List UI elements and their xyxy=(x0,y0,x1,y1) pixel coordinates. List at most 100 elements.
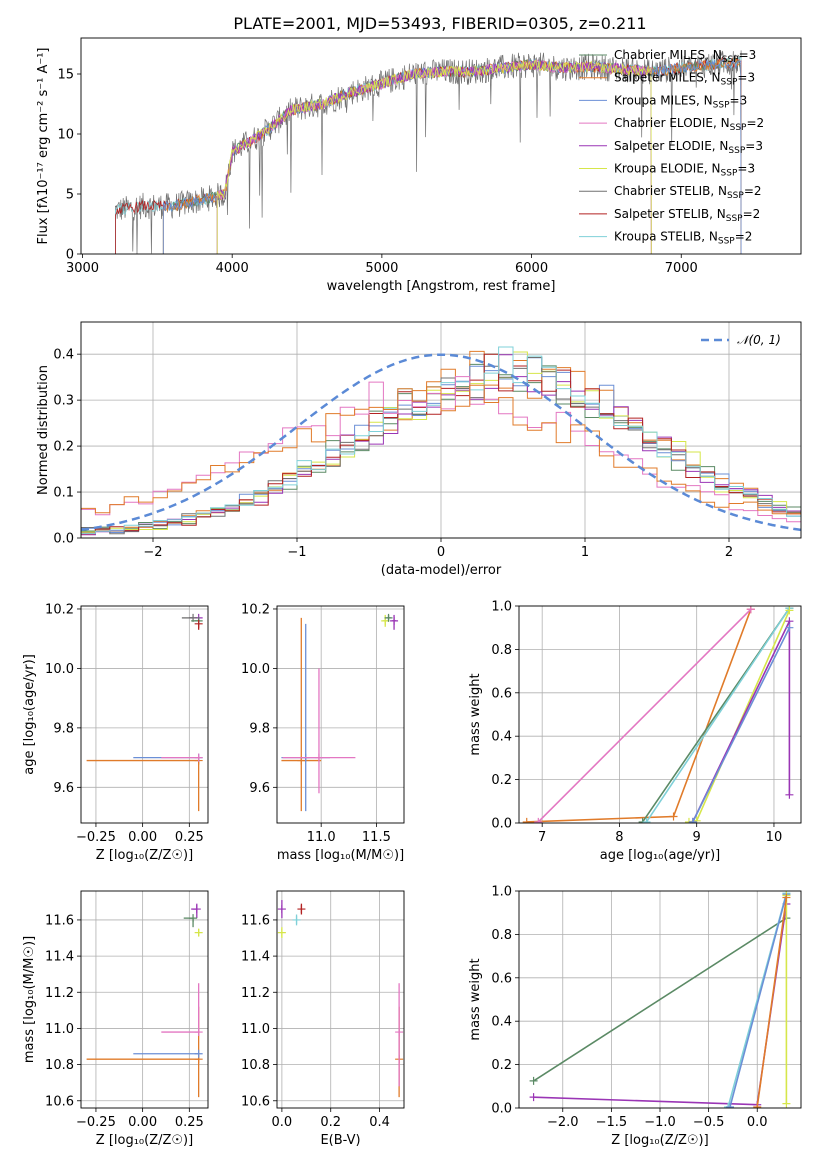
y-tick-label: 9.8 xyxy=(249,721,270,736)
y-tick-label: 0.4 xyxy=(491,1015,512,1030)
mass_vs_Z-frame xyxy=(80,890,209,1109)
y-axis-label: mass [log₁₀(M/M☉)] xyxy=(22,936,37,1063)
weight-line-kroupa_miles xyxy=(729,894,788,1108)
weight_vs_Z-plot-area xyxy=(529,891,791,1108)
residual_hist-panel: −2 −1 0 1 2 0.0 0.1 0.2 0.3 0.4 (data-model)/error… xyxy=(36,321,802,578)
weight-marker-kroupa_elodie xyxy=(785,606,794,615)
normal-curve xyxy=(81,353,801,532)
weight-line-salpeter_miles xyxy=(756,897,788,1108)
y-tick-label: 11.2 xyxy=(45,986,74,1001)
y-axis-label: mass weight xyxy=(468,673,483,755)
x-tick-label: 2 xyxy=(725,545,733,560)
y-tick-label: 0.0 xyxy=(53,532,74,547)
x-tick-label: 0.0 xyxy=(747,1115,768,1130)
y-tick-label: 10.0 xyxy=(241,662,270,677)
weight-marker-kroupa_miles xyxy=(785,623,794,632)
age_vs_mass-panel: 11.0 11.5 9.6 9.8 10.0 10.2 mass [log₁₀(M/M☉)] xyxy=(241,602,405,863)
spectrum-salpeter_stelib xyxy=(115,56,742,254)
spectrum-kroupa_stelib xyxy=(115,56,742,254)
residual_hist-plot-area xyxy=(81,346,801,538)
weight-marker-kroupa_miles xyxy=(726,1102,735,1108)
legend-label-normal: 𝒩(0, 1) xyxy=(737,333,781,347)
y-tick-label: 0.6 xyxy=(491,686,512,701)
legend-label-salpeter_stelib: Salpeter STELIB, NSSP=2 xyxy=(614,207,760,224)
x-tick-label: 7000 xyxy=(665,261,698,276)
y-tick-label: 10.6 xyxy=(45,1094,74,1109)
y-tick-label: 11.4 xyxy=(45,950,74,965)
marker-kroupa_stelib xyxy=(292,915,301,924)
y-tick-label: 11.4 xyxy=(241,950,270,965)
x-tick-label: 0.00 xyxy=(128,830,157,845)
weight-marker-chabrier_elodie xyxy=(534,817,543,823)
y-tick-label: 11.6 xyxy=(241,913,270,928)
legend-label-salpeter_elodie: Salpeter ELODIE, NSSP=3 xyxy=(614,139,763,156)
mass_vs_ebv-panel: 0.0 0.2 0.4 10.6 10.8 11.0 11.2 11.4 11.6 E(B-V) xyxy=(241,890,405,1148)
y-tick-label: 11.0 xyxy=(241,1022,270,1037)
y-tick-label: 10.6 xyxy=(241,1094,270,1109)
weight-marker-chabrier_elodie xyxy=(746,606,755,614)
x-tick-label: 0.00 xyxy=(128,1115,157,1130)
weight_vs_age-plot-area xyxy=(522,606,794,823)
y-tick-label: 0.4 xyxy=(491,730,512,745)
marker-kroupa_elodie xyxy=(194,928,203,937)
weight-marker-salpeter_miles xyxy=(782,893,791,902)
y-tick-label: 0.6 xyxy=(491,971,512,986)
weight-marker-kroupa_stelib xyxy=(642,817,651,823)
marker-chabrier_elodie xyxy=(194,753,203,762)
x-tick-label: 9 xyxy=(693,830,701,845)
x-tick-label: 7 xyxy=(538,830,546,845)
y-tick-label: 11.0 xyxy=(45,1022,74,1037)
y-tick-label: 0.2 xyxy=(491,773,512,788)
y-tick-label: 9.6 xyxy=(249,781,270,796)
residual_hist-frame xyxy=(80,321,802,539)
y-tick-label: 10.8 xyxy=(241,1058,270,1073)
x-tick-label: −0.5 xyxy=(693,1115,725,1130)
x-tick-label: −0.25 xyxy=(76,1115,116,1130)
spectrum-panel: 3000 4000 5000 6000 7000 0 5 10 15 wavelength [An… xyxy=(36,37,802,294)
marker-salpeter_elodie xyxy=(277,905,286,914)
x-tick-label: 4000 xyxy=(216,261,249,276)
x-tick-label: −0.25 xyxy=(76,830,116,845)
x-tick-label: 5000 xyxy=(365,261,398,276)
weight-marker-kroupa_elodie xyxy=(782,1099,791,1108)
weight-marker-salpeter_miles xyxy=(669,812,678,821)
x-tick-label: 0.4 xyxy=(369,1115,390,1130)
x-tick-label: −1.0 xyxy=(644,1115,676,1130)
weight_vs_age-panel: 7 8 9 10 0.0 0.2 0.4 0.6 0.8 1.0 age [log₁₀(age/yr… xyxy=(468,600,802,863)
y-tick-label: 1.0 xyxy=(491,885,512,900)
y-tick-label: 10.8 xyxy=(45,1058,74,1073)
legend-label-chabrier_elodie: Chabrier ELODIE, NSSP=2 xyxy=(614,116,764,133)
x-tick-label: 0.0 xyxy=(272,1115,293,1130)
y-tick-label: 10 xyxy=(57,128,74,143)
x-tick-label: −2.0 xyxy=(547,1115,579,1130)
legend-label-kroupa_stelib: Kroupa STELIB, NSSP=2 xyxy=(614,230,752,247)
x-axis-label: Z [log₁₀(Z/Z☉)] xyxy=(96,1133,193,1148)
y-tick-label: 0 xyxy=(66,248,74,263)
mass_vs_ebv-plot-area xyxy=(277,900,404,1098)
weight_vs_Z-frame xyxy=(518,890,802,1109)
hist-salpeter_stelib xyxy=(81,353,801,538)
hist-centered-salpeter_miles xyxy=(81,384,801,538)
weight-line-chabrier_elodie xyxy=(537,608,752,823)
x-tick-label: 3000 xyxy=(66,261,99,276)
y-tick-label: 0.0 xyxy=(491,1102,512,1117)
weight-marker-salpeter_elodie xyxy=(785,790,794,799)
marker-kroupa_elodie xyxy=(277,928,286,937)
x-tick-label: 6000 xyxy=(515,261,548,276)
y-tick-label: 9.6 xyxy=(53,781,74,796)
weight-line-chabrier_miles xyxy=(533,917,787,1082)
weight_vs_age-frame xyxy=(518,605,802,824)
y-tick-label: 0.0 xyxy=(491,817,512,832)
mass_vs_Z-plot-area xyxy=(86,903,203,1098)
x-axis-label: wavelength [Angstrom, rest frame] xyxy=(327,279,556,294)
spectrum-chabrier_elodie xyxy=(216,59,652,254)
x-tick-label: 1 xyxy=(581,545,589,560)
x-tick-label: −2 xyxy=(143,545,162,560)
y-axis-label: Flux [fλ10⁻¹⁷ erg cm⁻² s⁻¹ A⁻¹] xyxy=(36,48,51,245)
x-axis-label: Z [log₁₀(Z/Z☉)] xyxy=(611,1133,708,1148)
y-tick-label: 10.2 xyxy=(45,602,74,617)
x-tick-label: 11.0 xyxy=(307,830,336,845)
x-tick-label: 0.25 xyxy=(175,1115,204,1130)
x-axis-label: E(B-V) xyxy=(320,1133,360,1148)
weight-line-kroupa_stelib xyxy=(645,607,791,823)
